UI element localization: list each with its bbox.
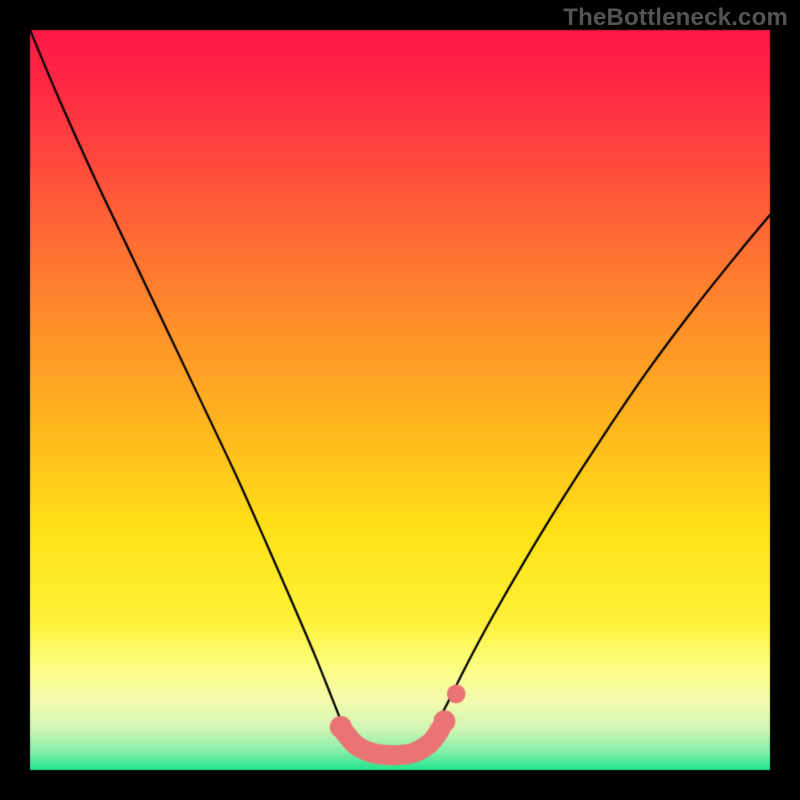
- watermark-label: TheBottleneck.com: [563, 4, 788, 32]
- bottleneck-chart-canvas: [0, 0, 800, 800]
